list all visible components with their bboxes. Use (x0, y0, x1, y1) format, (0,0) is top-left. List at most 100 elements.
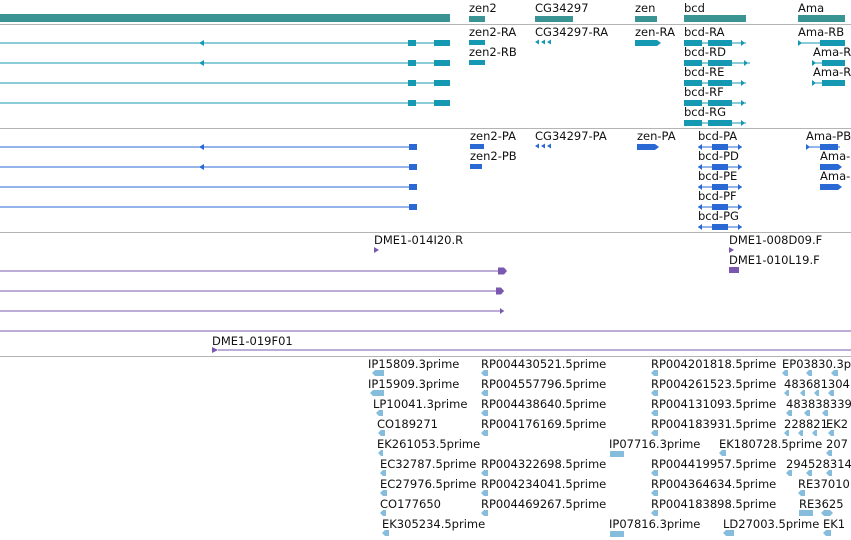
clone-end-feature[interactable] (729, 267, 739, 273)
est-feature[interactable] (610, 451, 624, 457)
est-feature[interactable] (481, 510, 488, 516)
protein-feature[interactable] (637, 144, 659, 150)
est-feature[interactable] (784, 390, 789, 396)
rna-feature[interactable] (635, 40, 661, 46)
protein-feature[interactable] (0, 184, 417, 190)
est-feature[interactable] (806, 470, 812, 476)
est-feature[interactable] (786, 410, 792, 416)
est-feature[interactable] (380, 470, 386, 476)
est-feature[interactable] (826, 470, 832, 476)
est-feature[interactable] (378, 450, 383, 456)
est-feature[interactable] (380, 490, 387, 496)
rna-feature[interactable] (684, 80, 746, 86)
est-feature[interactable] (651, 490, 658, 496)
est-feature[interactable] (814, 390, 819, 396)
protein-feature[interactable] (820, 164, 842, 170)
gene-feature-zen2[interactable] (469, 16, 485, 22)
est-feature[interactable] (826, 450, 832, 456)
est-feature[interactable] (822, 410, 828, 416)
est-feature[interactable] (651, 410, 658, 416)
rna-feature[interactable] (0, 40, 450, 46)
est-feature[interactable] (372, 370, 384, 376)
est-feature[interactable] (828, 390, 834, 396)
est-feature[interactable] (481, 430, 488, 436)
est-feature[interactable] (831, 370, 838, 376)
protein-feature[interactable] (0, 204, 417, 210)
rna-feature[interactable] (0, 80, 450, 86)
rna-label: zen-RA (635, 25, 675, 39)
bac-end-feature[interactable] (212, 347, 218, 353)
est-feature[interactable] (380, 510, 386, 516)
est-feature[interactable] (719, 450, 726, 456)
est-feature[interactable] (800, 390, 805, 396)
rna-feature[interactable] (0, 60, 450, 66)
est-feature[interactable] (782, 370, 788, 376)
est-label: 483681304 (784, 377, 850, 391)
est-feature[interactable] (823, 530, 831, 536)
protein-feature[interactable] (698, 164, 742, 170)
gene-feature-bcd[interactable] (684, 15, 746, 22)
protein-feature[interactable] (698, 204, 742, 210)
protein-feature[interactable] (698, 184, 742, 190)
gene-track: zen2 CG34297 zen bcd Ama (0, 0, 851, 24)
est-feature[interactable] (651, 370, 658, 376)
est-feature[interactable] (651, 430, 658, 436)
est-label: LP10041.3prime (373, 397, 467, 411)
rna-feature[interactable] (684, 60, 750, 66)
rna-feature[interactable] (812, 60, 845, 66)
rna-feature[interactable] (469, 60, 485, 65)
est-feature[interactable] (382, 530, 389, 536)
rna-feature[interactable] (798, 40, 845, 46)
est-feature[interactable] (828, 430, 834, 436)
protein-label: Ama-PB (806, 129, 851, 143)
clone-pair-feature[interactable] (0, 287, 504, 295)
rna-feature[interactable] (812, 80, 845, 86)
est-feature[interactable] (651, 390, 658, 396)
protein-feature[interactable] (698, 224, 742, 230)
est-feature[interactable] (378, 430, 385, 436)
gene-feature-left[interactable] (0, 14, 450, 22)
est-feature[interactable] (799, 510, 813, 516)
gene-feature-ama[interactable] (798, 15, 845, 22)
rna-feature[interactable] (535, 39, 551, 45)
est-feature[interactable] (821, 510, 833, 516)
rna-feature[interactable] (684, 100, 746, 106)
protein-feature[interactable] (470, 164, 482, 169)
rna-feature[interactable] (469, 40, 485, 45)
rna-feature[interactable] (684, 120, 746, 126)
est-feature[interactable] (481, 370, 488, 376)
est-feature[interactable] (651, 510, 658, 516)
est-feature[interactable] (723, 530, 734, 536)
clone-pair-feature[interactable] (0, 308, 504, 314)
est-feature[interactable] (481, 470, 488, 476)
est-feature[interactable] (804, 410, 810, 416)
est-feature[interactable] (610, 531, 624, 537)
gene-feature-zen[interactable] (635, 16, 657, 22)
est-feature[interactable] (370, 390, 384, 396)
est-feature[interactable] (806, 370, 812, 376)
est-feature[interactable] (798, 490, 805, 496)
est-feature[interactable] (481, 490, 488, 496)
protein-feature[interactable] (0, 164, 417, 170)
protein-feature[interactable] (820, 184, 842, 190)
protein-feature[interactable] (806, 144, 840, 150)
est-feature[interactable] (651, 470, 658, 476)
protein-feature[interactable] (535, 143, 551, 149)
protein-feature[interactable] (0, 144, 417, 150)
protein-feature[interactable] (470, 144, 484, 149)
gene-feature-cg34297[interactable] (535, 16, 573, 22)
protein-feature[interactable] (698, 144, 742, 150)
rna-feature[interactable] (684, 40, 746, 46)
est-feature[interactable] (798, 430, 803, 436)
est-feature[interactable] (784, 430, 789, 436)
est-feature[interactable] (376, 410, 383, 416)
est-feature[interactable] (786, 470, 792, 476)
est-feature[interactable] (481, 410, 488, 416)
clone-end-feature[interactable] (729, 247, 734, 253)
rna-feature[interactable] (0, 100, 450, 106)
est-feature[interactable] (812, 430, 817, 436)
est-label: EC32787.5prime (380, 457, 476, 471)
clone-end-feature[interactable] (374, 247, 379, 253)
est-feature[interactable] (481, 390, 488, 396)
clone-pair-feature[interactable] (0, 267, 507, 275)
